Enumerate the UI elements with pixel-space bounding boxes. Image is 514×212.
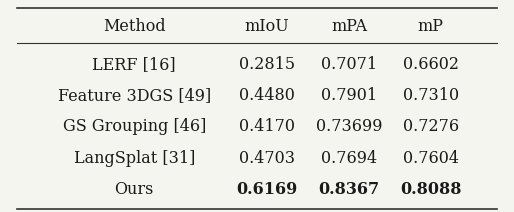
Text: 0.2815: 0.2815: [239, 56, 295, 73]
Text: 0.7276: 0.7276: [403, 119, 459, 135]
Text: 0.7604: 0.7604: [403, 150, 459, 167]
Text: Ours: Ours: [115, 181, 154, 198]
Text: 0.7901: 0.7901: [321, 87, 377, 104]
Text: LangSplat [31]: LangSplat [31]: [74, 150, 195, 167]
Text: mPA: mPA: [331, 18, 367, 35]
Text: 0.8367: 0.8367: [319, 181, 379, 198]
Text: 0.7071: 0.7071: [321, 56, 377, 73]
Text: 0.7310: 0.7310: [403, 87, 459, 104]
Text: LERF [16]: LERF [16]: [93, 56, 176, 73]
Text: mP: mP: [418, 18, 444, 35]
Text: 0.6169: 0.6169: [236, 181, 298, 198]
Text: 0.4703: 0.4703: [239, 150, 295, 167]
Text: 0.8088: 0.8088: [400, 181, 462, 198]
Text: 0.6602: 0.6602: [403, 56, 459, 73]
Text: mIoU: mIoU: [245, 18, 289, 35]
Text: 0.4480: 0.4480: [240, 87, 295, 104]
Text: 0.73699: 0.73699: [316, 119, 382, 135]
Text: Method: Method: [103, 18, 166, 35]
Text: 0.4170: 0.4170: [239, 119, 295, 135]
Text: GS Grouping [46]: GS Grouping [46]: [63, 119, 206, 135]
Text: Feature 3DGS [49]: Feature 3DGS [49]: [58, 87, 211, 104]
Text: 0.7694: 0.7694: [321, 150, 377, 167]
